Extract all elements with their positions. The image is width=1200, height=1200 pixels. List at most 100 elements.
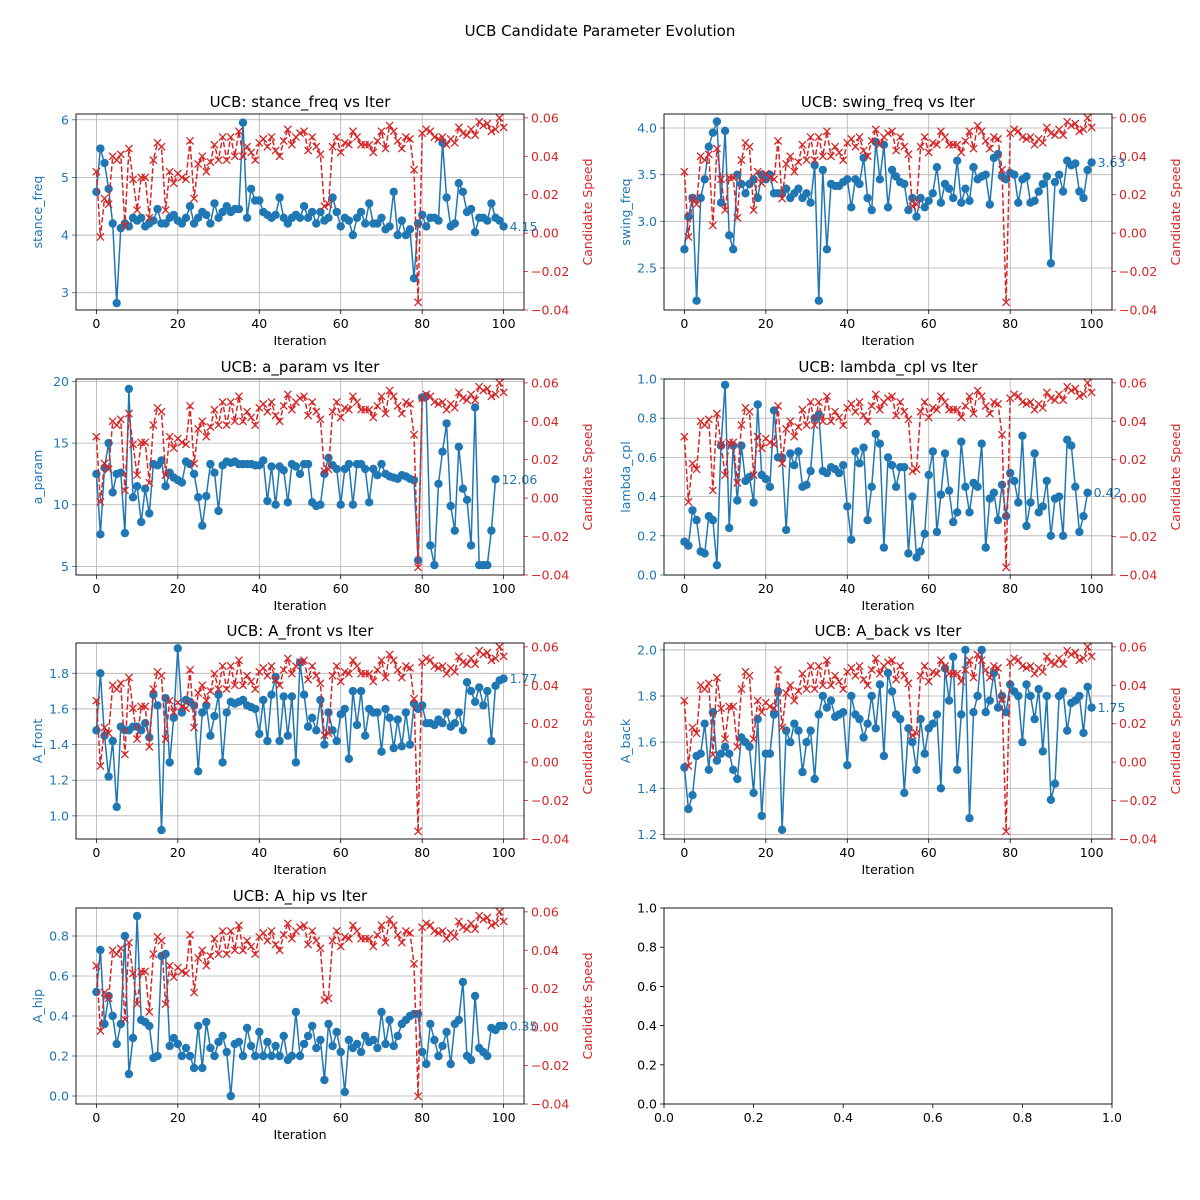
param-point [259, 695, 268, 705]
param-point [194, 213, 203, 222]
speed-point [133, 735, 142, 744]
speed-point [1050, 396, 1060, 405]
param-point [108, 488, 117, 497]
param-point [141, 719, 150, 728]
y-tick-label: 0.8 [637, 940, 657, 955]
x-tick-label: 40 [251, 581, 267, 596]
speed-point [981, 136, 990, 145]
param-point [206, 731, 215, 740]
speed-point [491, 390, 500, 399]
speed-point [194, 424, 203, 434]
param-point [794, 726, 803, 735]
y2-tick-label: 0.02 [531, 187, 559, 202]
speed-point [218, 661, 227, 671]
speed-point [822, 392, 831, 401]
speed-point [116, 679, 125, 688]
speed-point [409, 165, 419, 174]
param-point [303, 722, 313, 731]
y-tick-label: 1.8 [637, 689, 657, 704]
param-point [879, 751, 889, 761]
y2-tick-label: 0.04 [531, 149, 559, 164]
param-point [442, 1027, 451, 1037]
speed-point [924, 413, 933, 422]
speed-point [104, 994, 113, 1003]
speed-point [737, 685, 746, 694]
speed-point [466, 125, 476, 134]
y2-tick-label: 0.06 [531, 375, 559, 390]
param-point [222, 1047, 231, 1057]
speed-point [426, 127, 435, 136]
speed-point [940, 132, 950, 142]
speed-point [1002, 827, 1011, 836]
speed-point [308, 397, 317, 407]
param-point [981, 708, 990, 717]
param-point [157, 456, 166, 465]
param-point [1014, 498, 1023, 507]
speed-point [466, 654, 476, 663]
x-tick-label: 0 [680, 316, 688, 331]
param-point [1046, 259, 1056, 268]
speed-point [271, 675, 280, 684]
param-point [753, 714, 762, 724]
speed-point [120, 221, 129, 230]
x-tick-label: 80 [1002, 581, 1018, 596]
speed-point [389, 656, 398, 665]
param-point [1010, 476, 1019, 486]
param-point [928, 719, 937, 728]
speed-point [920, 132, 929, 142]
y-tick-label: 10 [53, 497, 69, 512]
final-value-label: 12.06 [501, 472, 537, 487]
speed-point [409, 959, 419, 968]
speed-point [430, 926, 439, 936]
speed-point [381, 938, 390, 947]
param-point [940, 449, 950, 458]
speed-point [287, 140, 296, 149]
speed-point [344, 934, 353, 943]
x-tick-label: 60 [921, 845, 937, 860]
speed-point [96, 1026, 105, 1036]
param-point [348, 500, 358, 509]
speed-point [704, 150, 713, 159]
speed-point [141, 438, 150, 447]
speed-point [458, 658, 467, 667]
param-point [344, 1035, 354, 1045]
param-point [1034, 508, 1043, 517]
speed-point [499, 652, 508, 661]
param-point [867, 205, 876, 215]
speed-point [1067, 386, 1076, 395]
param-point [316, 1035, 325, 1045]
param-point [153, 204, 162, 214]
param-point [214, 1037, 223, 1047]
param-point [985, 200, 994, 209]
param-point [720, 380, 730, 390]
speed-point [757, 444, 766, 453]
param-point [361, 1031, 370, 1041]
speed-point [1002, 298, 1011, 307]
speed-point [442, 140, 451, 149]
param-point [352, 1039, 362, 1049]
param-point [446, 1059, 455, 1069]
param-point [475, 683, 484, 692]
speed-point [997, 694, 1007, 703]
param-point [985, 494, 994, 503]
x-axis-label: Iteration [861, 862, 914, 877]
param-point [912, 212, 921, 221]
param-point [969, 163, 978, 172]
param-point [361, 464, 370, 474]
speed-point [414, 563, 423, 572]
param-point [377, 213, 386, 222]
param-point [712, 117, 722, 126]
param-point [904, 724, 913, 733]
x-tick-label: 100 [1080, 845, 1104, 860]
param-point [153, 1051, 162, 1061]
speed-point [112, 685, 121, 694]
speed-point [989, 132, 998, 142]
speed-point [1046, 394, 1055, 403]
param-point [1075, 691, 1084, 701]
speed-point [194, 159, 203, 169]
x-tick-label: 60 [921, 581, 937, 596]
speed-point [308, 661, 317, 671]
speed-point [989, 397, 998, 407]
speed-point [393, 665, 402, 674]
param-point [418, 1047, 427, 1057]
